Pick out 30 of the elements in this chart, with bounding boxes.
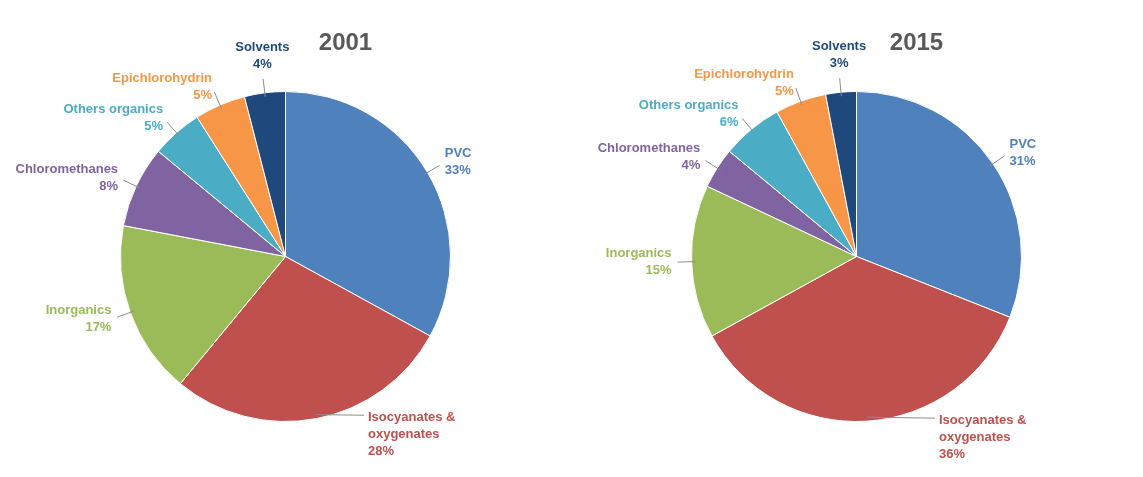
chart-title: 2015 — [889, 28, 944, 56]
data-label: 5% — [193, 86, 213, 102]
slice-label: Chloromethanes — [597, 140, 701, 156]
slice-label: Isocyanates & oxygenates — [939, 411, 1027, 444]
slice-label: Inorganics — [605, 245, 672, 261]
chart-title: 2001 — [318, 28, 373, 56]
data-label: 8% — [99, 177, 119, 193]
slice-label: Isocyanates & oxygenates — [368, 408, 456, 441]
data-label: 5% — [775, 82, 795, 98]
data-label: 3% — [829, 55, 849, 71]
slice-label: PVC — [444, 145, 473, 161]
slice-label: Solvents — [235, 39, 290, 55]
data-label: 33% — [444, 162, 472, 178]
slice-label: PVC — [1009, 135, 1037, 151]
data-label: 17% — [85, 319, 112, 335]
slice-label: Chloromethanes — [15, 160, 119, 176]
data-label: 5% — [144, 117, 164, 133]
slice-label: Others organics — [63, 100, 164, 116]
data-label: 31% — [1009, 152, 1036, 168]
data-label: 4% — [252, 56, 273, 72]
slice-label: Epichlorohydrin — [112, 69, 213, 85]
slice-label: Solvents — [812, 38, 867, 54]
data-label: 6% — [719, 114, 740, 130]
data-label: 4% — [681, 157, 701, 173]
slice-label: Epichlorohydrin — [694, 65, 794, 81]
data-label: 15% — [645, 262, 673, 278]
data-label: 28% — [368, 442, 395, 458]
data-label: 36% — [939, 445, 966, 461]
slice-label: Others organics — [638, 97, 739, 113]
slice-label: Inorganics — [45, 302, 112, 318]
